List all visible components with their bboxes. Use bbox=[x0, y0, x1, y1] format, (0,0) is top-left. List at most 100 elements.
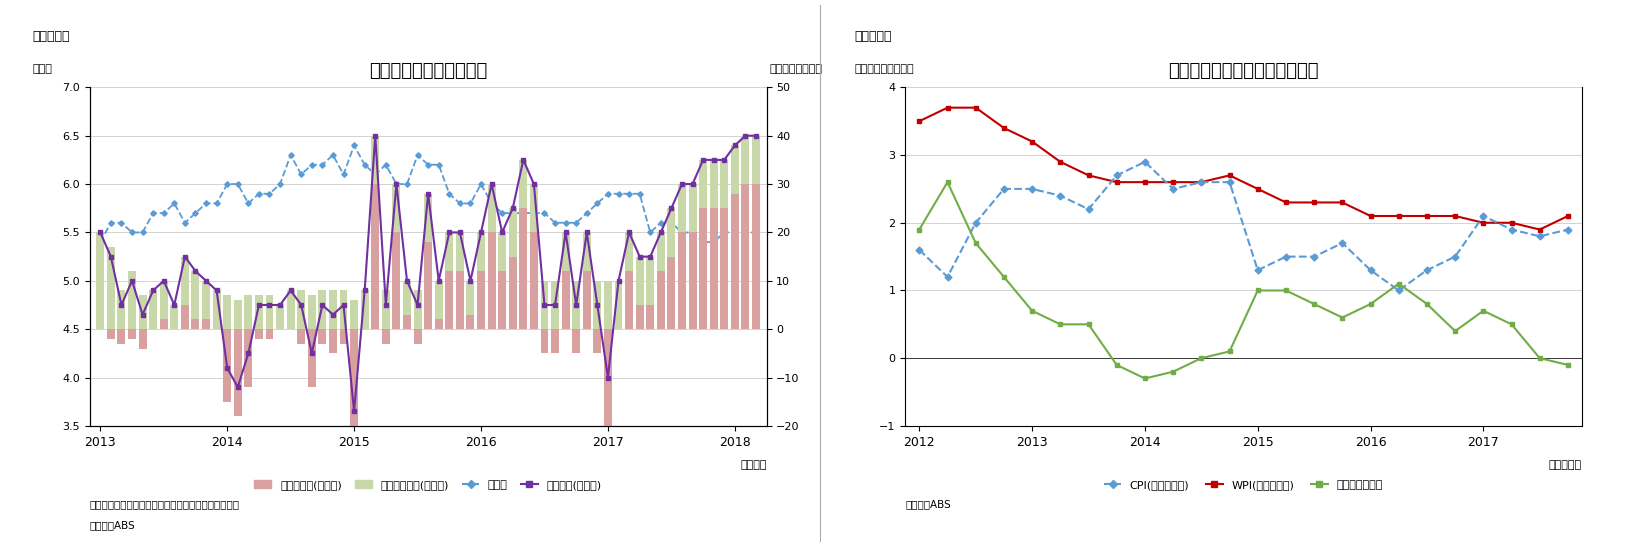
Bar bbox=[582, 233, 590, 271]
Bar bbox=[435, 319, 442, 329]
Bar bbox=[297, 290, 305, 329]
Bar bbox=[636, 305, 644, 329]
Bar bbox=[456, 271, 463, 329]
Bar bbox=[381, 290, 390, 329]
Bar bbox=[657, 233, 665, 271]
Bar bbox=[456, 233, 463, 271]
Bar bbox=[466, 314, 474, 329]
Bar bbox=[350, 329, 359, 441]
Bar bbox=[403, 314, 411, 329]
Bar bbox=[751, 136, 760, 184]
Bar bbox=[603, 281, 611, 329]
Bar bbox=[254, 329, 262, 339]
Bar bbox=[572, 329, 580, 353]
Bar bbox=[233, 300, 241, 329]
Bar bbox=[318, 290, 326, 329]
Bar bbox=[435, 281, 442, 319]
Bar bbox=[275, 305, 284, 329]
Bar bbox=[318, 329, 326, 343]
Text: （四半期）: （四半期） bbox=[1548, 460, 1581, 470]
Bar bbox=[709, 208, 717, 329]
Bar bbox=[466, 281, 474, 314]
Bar bbox=[414, 290, 421, 329]
Bar bbox=[518, 160, 526, 208]
Bar bbox=[699, 160, 707, 208]
Bar bbox=[730, 145, 738, 194]
Bar bbox=[212, 290, 220, 329]
Bar bbox=[720, 160, 727, 208]
Bar bbox=[117, 290, 126, 329]
Bar bbox=[551, 281, 559, 329]
Bar bbox=[244, 329, 253, 387]
Bar bbox=[593, 281, 601, 329]
Bar bbox=[509, 257, 517, 329]
Bar bbox=[699, 208, 707, 329]
Bar bbox=[720, 208, 727, 329]
Bar bbox=[129, 329, 135, 339]
Bar bbox=[561, 233, 569, 271]
Bar bbox=[244, 295, 253, 329]
Bar bbox=[139, 295, 147, 329]
Bar bbox=[551, 329, 559, 353]
Bar bbox=[266, 295, 274, 329]
Bar bbox=[615, 281, 623, 329]
Bar bbox=[530, 184, 538, 233]
Bar bbox=[487, 184, 496, 233]
Text: （注意）失業率は、季節調整系列、就業者数は原系列: （注意）失業率は、季節調整系列、就業者数は原系列 bbox=[90, 500, 240, 509]
Bar bbox=[350, 300, 359, 329]
Bar bbox=[518, 208, 526, 329]
Bar bbox=[540, 281, 548, 329]
Bar bbox=[181, 305, 189, 329]
Bar bbox=[572, 281, 580, 329]
Title: インフレ率と賃金上昇率の推移: インフレ率と賃金上昇率の推移 bbox=[1167, 62, 1319, 80]
Bar bbox=[108, 247, 114, 329]
Bar bbox=[254, 295, 262, 329]
Bar bbox=[308, 329, 316, 387]
Bar bbox=[148, 290, 156, 329]
Text: （出所）ABS: （出所）ABS bbox=[90, 520, 135, 530]
Bar bbox=[476, 271, 484, 329]
Bar bbox=[730, 194, 738, 329]
Bar bbox=[287, 290, 295, 329]
Bar bbox=[667, 257, 675, 329]
Bar bbox=[561, 271, 569, 329]
Bar bbox=[191, 271, 199, 319]
Bar bbox=[108, 329, 114, 339]
Text: （％）: （％） bbox=[33, 64, 52, 74]
Bar bbox=[414, 329, 421, 343]
Bar bbox=[308, 295, 316, 329]
Bar bbox=[751, 184, 760, 329]
Bar bbox=[530, 233, 538, 329]
Text: （前年比、万人）: （前年比、万人） bbox=[769, 64, 823, 74]
Bar bbox=[688, 233, 696, 329]
Bar bbox=[678, 233, 686, 329]
Bar bbox=[129, 271, 135, 329]
Bar bbox=[381, 329, 390, 343]
Bar bbox=[424, 194, 432, 242]
Bar bbox=[624, 233, 632, 271]
Text: （図表４）: （図表４） bbox=[854, 31, 892, 43]
Bar bbox=[403, 281, 411, 314]
Bar bbox=[645, 305, 654, 329]
Bar bbox=[424, 242, 432, 329]
Bar bbox=[445, 233, 453, 271]
Bar bbox=[582, 271, 590, 329]
Bar bbox=[266, 329, 274, 339]
Bar bbox=[329, 329, 337, 353]
Bar bbox=[329, 290, 337, 329]
Bar bbox=[657, 271, 665, 329]
Bar bbox=[297, 329, 305, 343]
Bar bbox=[678, 184, 686, 233]
Bar bbox=[96, 233, 104, 329]
Bar bbox=[233, 329, 241, 416]
Text: （前年同期比、％）: （前年同期比、％） bbox=[854, 64, 913, 74]
Bar bbox=[393, 184, 399, 233]
Bar bbox=[645, 257, 654, 305]
Bar bbox=[139, 329, 147, 348]
Bar bbox=[487, 233, 496, 329]
Bar bbox=[742, 184, 748, 329]
Bar bbox=[202, 319, 210, 329]
Bar bbox=[709, 160, 717, 208]
Text: （月次）: （月次） bbox=[740, 460, 766, 470]
Bar bbox=[117, 329, 126, 343]
